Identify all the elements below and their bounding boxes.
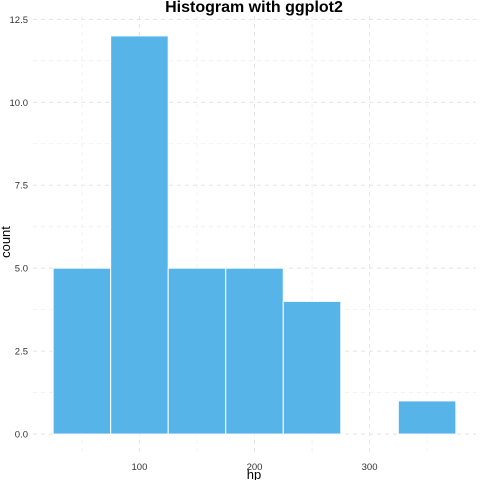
histogram-bar bbox=[282, 300, 342, 435]
histogram-bar bbox=[52, 267, 112, 435]
x-tick-label: 100 bbox=[132, 462, 148, 473]
histogram-bar bbox=[110, 35, 169, 435]
y-tick-label: 5.0 bbox=[15, 264, 28, 275]
y-axis-ticks: 0.0 2.5 5.0 7.5 10.0 12.5 bbox=[10, 15, 29, 441]
y-axis-title: count bbox=[0, 226, 13, 258]
x-axis-title: hp bbox=[247, 467, 261, 480]
bars bbox=[52, 35, 457, 435]
x-axis-ticks: 100 200 300 bbox=[132, 462, 378, 473]
histogram-bar bbox=[225, 267, 284, 435]
x-tick-label: 200 bbox=[247, 462, 263, 473]
y-tick-label: 0.0 bbox=[15, 430, 28, 441]
histogram-bar bbox=[167, 267, 227, 435]
y-tick-label: 7.5 bbox=[15, 181, 28, 192]
x-tick-label: 300 bbox=[362, 462, 378, 473]
chart-title: Histogram with ggplot2 bbox=[165, 0, 343, 16]
y-tick-label: 10.0 bbox=[10, 98, 29, 109]
y-tick-label: 12.5 bbox=[10, 15, 29, 26]
y-tick-label: 2.5 bbox=[15, 347, 28, 358]
histogram-bar bbox=[397, 400, 457, 435]
